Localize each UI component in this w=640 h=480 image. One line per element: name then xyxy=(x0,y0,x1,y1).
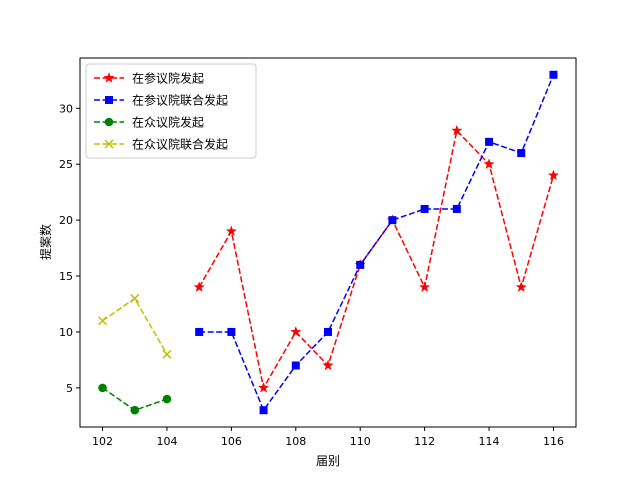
data-point xyxy=(483,158,495,170)
data-point xyxy=(195,327,204,336)
data-point xyxy=(98,316,108,326)
data-point xyxy=(388,216,397,225)
x-tick-label: 112 xyxy=(414,435,435,448)
legend-marker xyxy=(105,96,113,104)
legend-marker xyxy=(104,117,114,127)
legend-label: 在众议院发起 xyxy=(132,115,204,130)
x-tick-label: 114 xyxy=(479,435,500,448)
series-layer xyxy=(98,70,560,415)
x-axis: 102 104 106 108 110 112 114 116 xyxy=(92,427,564,448)
data-point xyxy=(259,406,268,415)
series-3 xyxy=(98,383,172,415)
x-tick-label: 102 xyxy=(92,435,113,448)
data-point xyxy=(290,325,302,337)
series-4 xyxy=(98,293,172,359)
data-point xyxy=(549,70,558,79)
x-marker-stroke xyxy=(98,316,108,326)
data-point xyxy=(227,327,236,336)
legend-label: 在众议院联合发起 xyxy=(132,137,228,152)
legend-entry: 在参议院联合发起 xyxy=(94,93,228,108)
x-tick-label: 110 xyxy=(350,435,371,448)
y-tick-label: 15 xyxy=(59,270,73,283)
y-tick-label: 30 xyxy=(59,102,73,115)
legend-entry: 在众议院联合发起 xyxy=(94,137,228,152)
y-tick-label: 5 xyxy=(66,382,73,395)
data-point xyxy=(98,383,107,393)
data-point xyxy=(547,169,560,181)
series-2 xyxy=(195,70,558,415)
legend-marker xyxy=(103,72,115,83)
data-point xyxy=(193,281,205,293)
data-point xyxy=(162,394,172,404)
data-point xyxy=(130,405,140,415)
y-tick-label: 25 xyxy=(59,158,73,171)
data-point xyxy=(418,281,431,293)
x-marker-stroke xyxy=(104,139,114,149)
legend-entry: 在众议院发起 xyxy=(94,115,204,130)
data-point xyxy=(356,260,365,269)
legend-label: 在参议院联合发起 xyxy=(132,93,228,108)
y-tick-label: 10 xyxy=(59,326,73,339)
data-point xyxy=(517,149,526,158)
data-point xyxy=(451,124,463,136)
x-marker-stroke xyxy=(130,293,140,303)
legend-entry: 在参议院发起 xyxy=(94,71,204,86)
legend-box xyxy=(85,63,257,159)
x-tick-label: 104 xyxy=(156,435,177,448)
data-point xyxy=(485,137,494,146)
data-point xyxy=(322,359,334,371)
x-axis-label: 届别 xyxy=(316,454,340,468)
x-tick-label: 106 xyxy=(221,435,242,448)
legend-marker xyxy=(104,139,114,149)
x-tick-label: 116 xyxy=(543,435,564,448)
y-axis: 5 10 15 20 25 30 xyxy=(59,102,80,395)
x-tick-label: 108 xyxy=(285,435,306,448)
data-point xyxy=(324,327,332,336)
data-point xyxy=(225,225,238,237)
data-point xyxy=(291,361,300,370)
x-marker-stroke xyxy=(162,349,172,359)
data-point xyxy=(452,204,461,213)
series-line xyxy=(199,74,555,411)
data-point xyxy=(162,349,172,359)
data-point xyxy=(130,293,140,303)
data-point xyxy=(257,381,270,393)
data-point xyxy=(515,281,527,293)
y-tick-label: 20 xyxy=(59,214,73,227)
y-axis-label: 提案数 xyxy=(38,224,53,260)
data-point xyxy=(420,204,429,213)
legend-label: 在参议院发起 xyxy=(132,71,204,86)
